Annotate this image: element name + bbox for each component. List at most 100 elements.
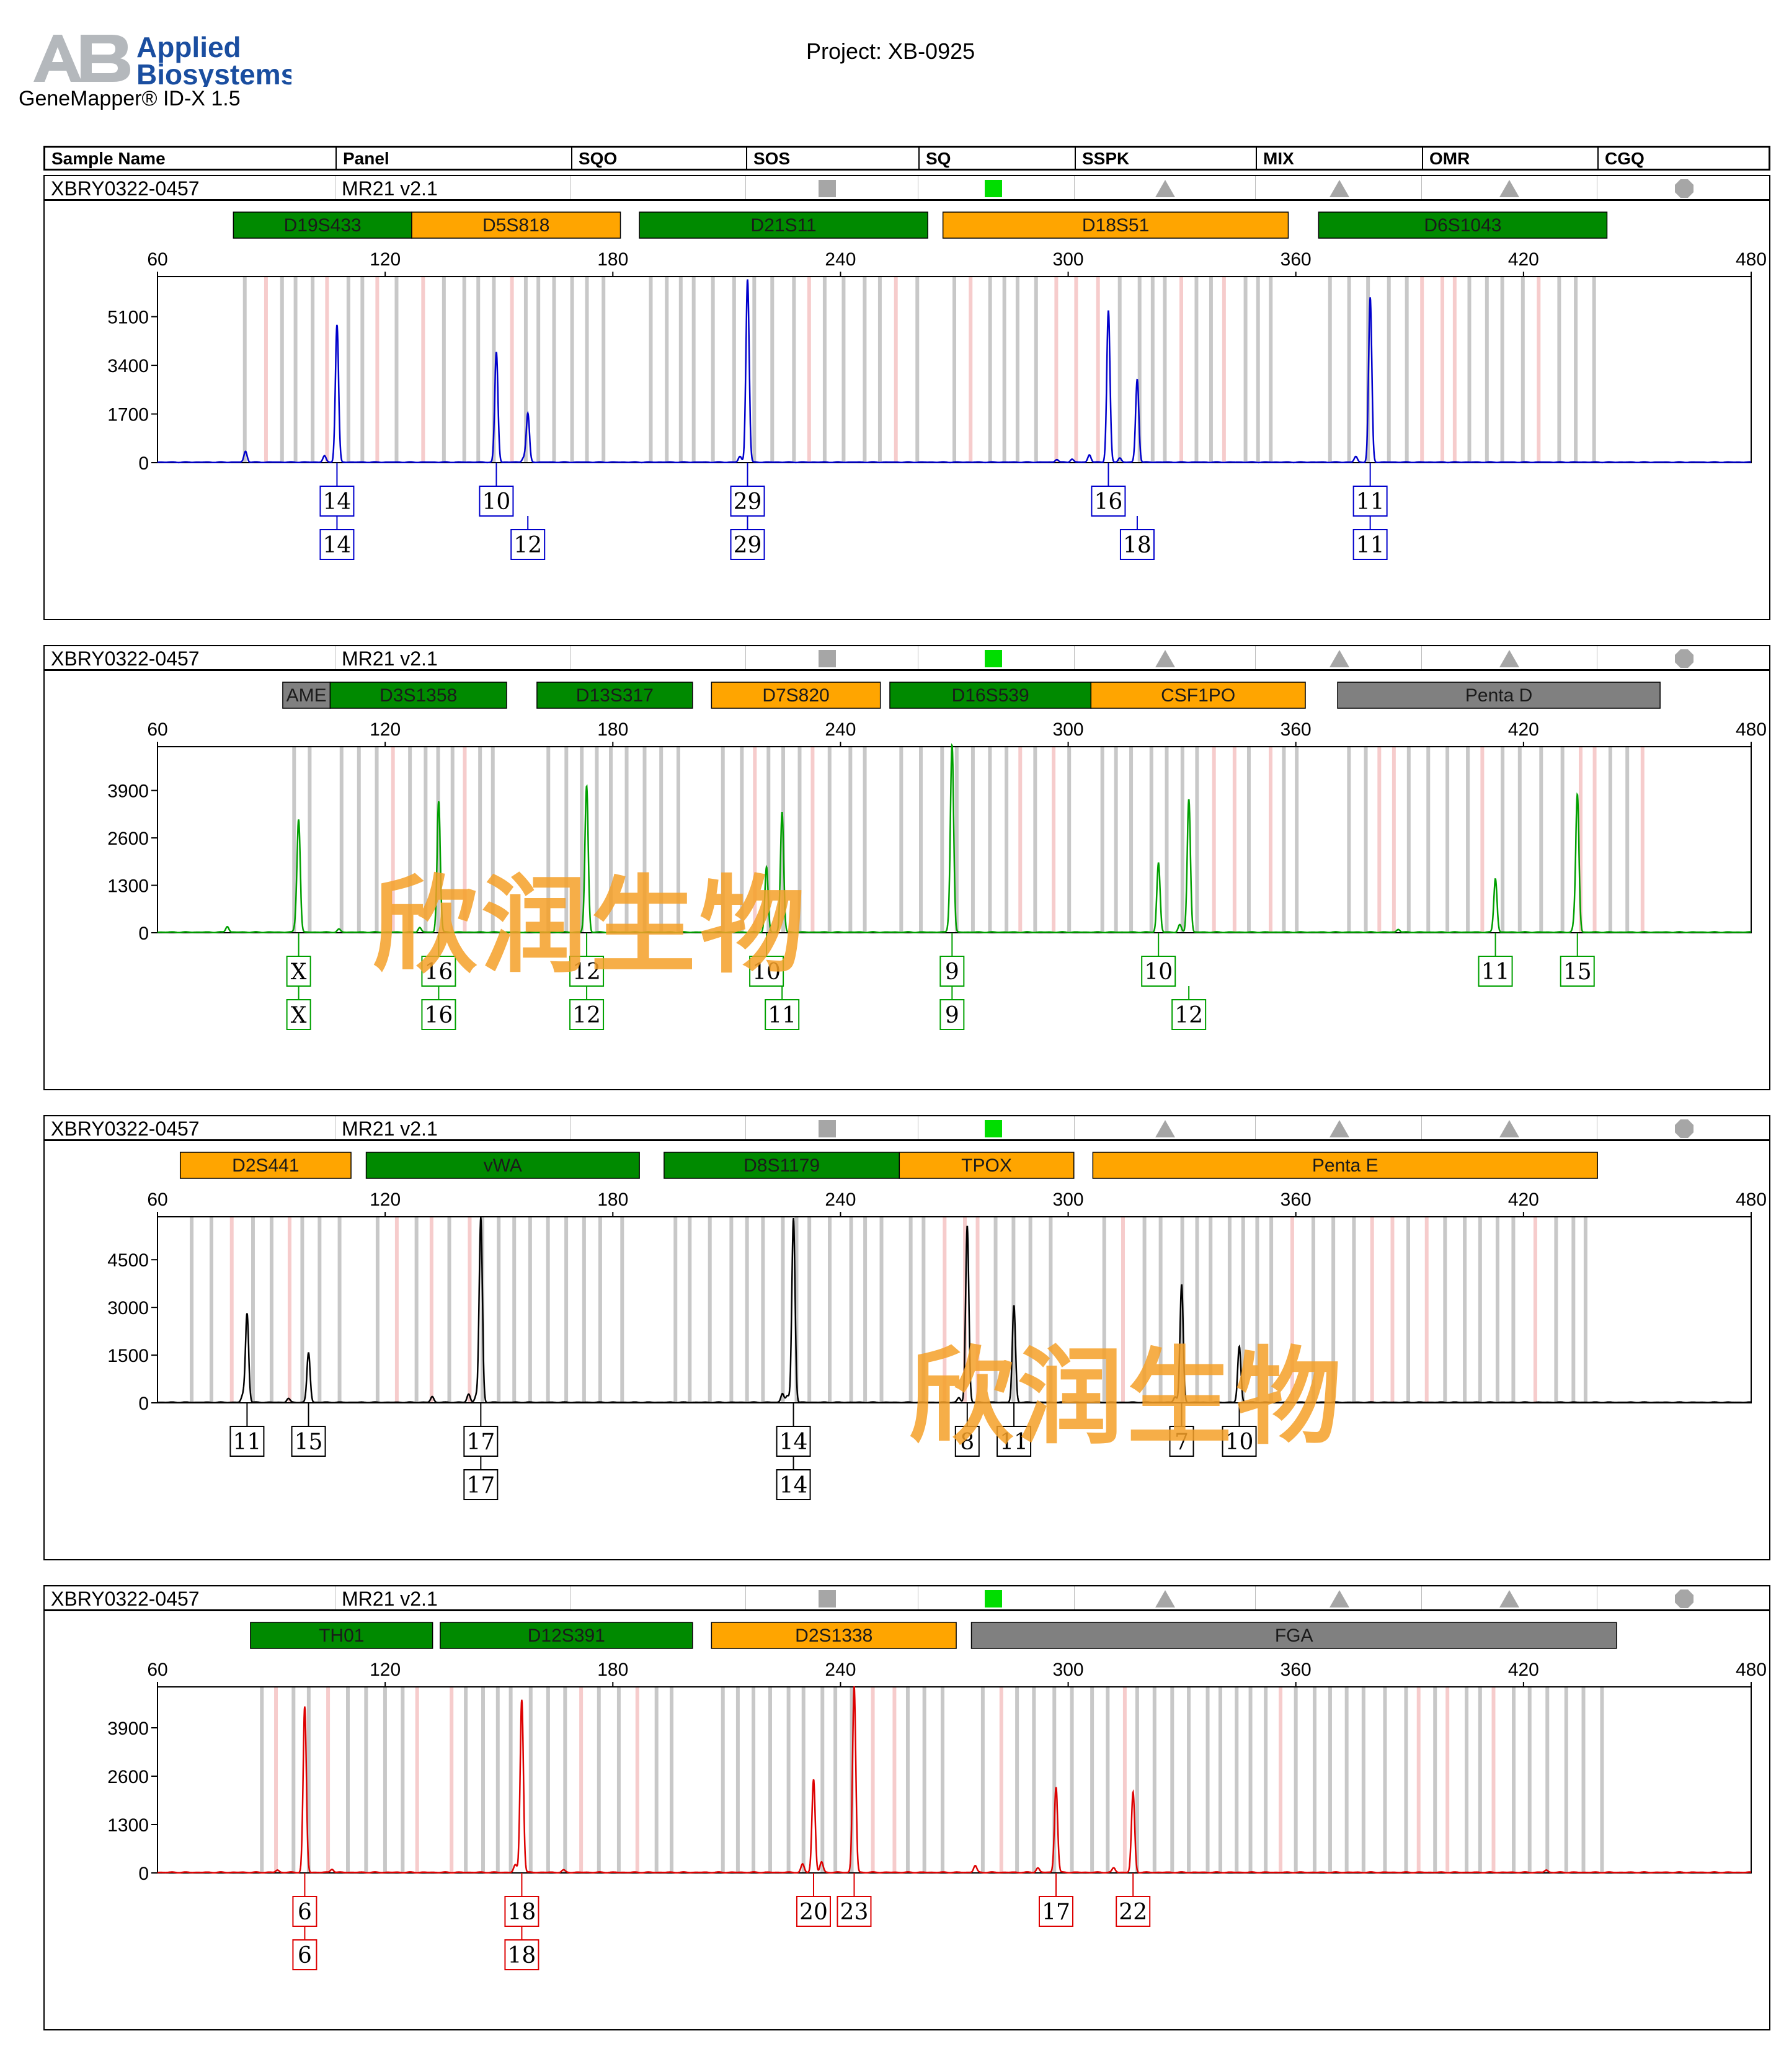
allele-box[interactable] xyxy=(954,1426,980,1457)
allele-box[interactable] xyxy=(479,486,514,517)
allele-box[interactable] xyxy=(749,956,784,987)
marker-bar[interactable] xyxy=(179,1152,352,1179)
allele-box[interactable] xyxy=(765,999,800,1030)
allele-call[interactable]: 10 xyxy=(1141,933,1176,987)
marker-d6s1043[interactable]: D6S1043 xyxy=(1318,211,1608,239)
allele-box[interactable] xyxy=(939,999,965,1030)
allele-call[interactable]: 29 xyxy=(730,463,765,517)
marker-bar[interactable] xyxy=(282,682,331,709)
allele-box[interactable] xyxy=(1478,956,1513,987)
allele-call[interactable]: 15 xyxy=(291,1403,326,1457)
allele-call[interactable]: 12 xyxy=(569,933,605,987)
allele-box[interactable] xyxy=(1119,529,1155,560)
marker-d8s1179[interactable]: D8S1179 xyxy=(664,1152,900,1179)
allele-call[interactable]: 16 xyxy=(1091,463,1126,517)
marker-bar[interactable] xyxy=(639,211,928,239)
marker-bar[interactable] xyxy=(536,682,693,709)
allele-call[interactable]: 6 xyxy=(292,1926,317,1970)
allele-box[interactable] xyxy=(463,1426,499,1457)
allele-box[interactable] xyxy=(504,1896,539,1927)
marker-bar[interactable] xyxy=(1090,682,1306,709)
allele-box[interactable] xyxy=(1038,1896,1073,1927)
allele-box[interactable] xyxy=(286,999,311,1030)
allele-call[interactable]: 12 xyxy=(510,516,546,560)
allele-box[interactable] xyxy=(1141,956,1176,987)
allele-call[interactable]: 11 xyxy=(1478,933,1513,987)
column-mix[interactable]: MIX xyxy=(1256,148,1422,169)
column-sspk[interactable]: SSPK xyxy=(1075,148,1256,169)
allele-box[interactable] xyxy=(1352,529,1388,560)
marker-bar[interactable] xyxy=(1092,1152,1598,1179)
marker-bar[interactable] xyxy=(899,1152,1075,1179)
marker-th01[interactable]: TH01 xyxy=(250,1622,433,1649)
allele-call[interactable]: 7 xyxy=(1169,1403,1194,1457)
sample-row[interactable]: XBRY0322-0457 MR21 v2.1 xyxy=(45,646,1769,671)
allele-call[interactable]: 14 xyxy=(319,516,355,560)
allele-box[interactable] xyxy=(291,1426,326,1457)
allele-call[interactable]: 29 xyxy=(730,516,765,560)
marker-bar[interactable] xyxy=(1318,211,1608,239)
allele-call[interactable]: 11 xyxy=(1352,463,1388,517)
allele-box[interactable] xyxy=(463,1469,499,1500)
allele-call[interactable]: 17 xyxy=(1038,1873,1073,1927)
marker-vwa[interactable]: vWA xyxy=(365,1152,640,1179)
marker-d13s317[interactable]: D13S317 xyxy=(536,682,693,709)
allele-call[interactable]: 10 xyxy=(749,933,784,987)
allele-box[interactable] xyxy=(286,956,311,987)
marker-bar[interactable] xyxy=(970,1622,1617,1649)
allele-call[interactable]: 23 xyxy=(837,1873,872,1927)
allele-call[interactable]: 6 xyxy=(292,1873,317,1927)
allele-box[interactable] xyxy=(1091,486,1126,517)
sample-row[interactable]: XBRY0322-0457 MR21 v2.1 xyxy=(45,1116,1769,1141)
allele-box[interactable] xyxy=(569,999,605,1030)
allele-box[interactable] xyxy=(997,1426,1032,1457)
marker-d19s433[interactable]: D19S433 xyxy=(233,211,412,239)
allele-box[interactable] xyxy=(796,1896,831,1927)
allele-box[interactable] xyxy=(421,999,456,1030)
allele-box[interactable] xyxy=(319,529,355,560)
column-sample-name[interactable]: Sample Name xyxy=(51,149,166,168)
allele-call[interactable]: 20 xyxy=(796,1873,831,1927)
marker-d7s820[interactable]: D7S820 xyxy=(711,682,881,709)
marker-d12s391[interactable]: D12S391 xyxy=(440,1622,693,1649)
allele-box[interactable] xyxy=(1116,1896,1151,1927)
allele-call[interactable]: X xyxy=(286,933,311,987)
allele-call[interactable]: 11 xyxy=(1352,516,1388,560)
allele-box[interactable] xyxy=(1171,999,1207,1030)
allele-box[interactable] xyxy=(776,1469,811,1500)
marker-d5s818[interactable]: D5S818 xyxy=(411,211,621,239)
sample-row[interactable]: XBRY0322-0457 MR21 v2.1 xyxy=(45,176,1769,201)
allele-call[interactable]: 15 xyxy=(1560,933,1595,987)
allele-box[interactable] xyxy=(229,1426,265,1457)
allele-call[interactable]: 14 xyxy=(776,1403,811,1457)
allele-call[interactable]: 11 xyxy=(229,1403,265,1457)
marker-bar[interactable] xyxy=(1337,682,1661,709)
marker-d2s1338[interactable]: D2S1338 xyxy=(711,1622,957,1649)
allele-call[interactable]: 9 xyxy=(939,986,965,1030)
allele-call[interactable]: 16 xyxy=(421,986,456,1030)
column-sos[interactable]: SOS xyxy=(746,148,918,169)
allele-call[interactable]: 14 xyxy=(319,463,355,517)
allele-call[interactable]: 18 xyxy=(504,1926,539,1970)
marker-bar[interactable] xyxy=(711,682,881,709)
allele-box[interactable] xyxy=(1222,1426,1257,1457)
allele-box[interactable] xyxy=(504,1939,539,1970)
marker-bar[interactable] xyxy=(664,1152,900,1179)
allele-box[interactable] xyxy=(837,1896,872,1927)
allele-box[interactable] xyxy=(319,486,355,517)
marker-bar[interactable] xyxy=(889,682,1092,709)
marker-bar[interactable] xyxy=(250,1622,433,1649)
column-omr[interactable]: OMR xyxy=(1422,148,1597,169)
allele-call[interactable]: 18 xyxy=(504,1873,539,1927)
column-cgq[interactable]: CGQ xyxy=(1597,148,1772,169)
marker-tpox[interactable]: TPOX xyxy=(899,1152,1075,1179)
marker-bar[interactable] xyxy=(440,1622,693,1649)
marker-d2s441[interactable]: D2S441 xyxy=(179,1152,352,1179)
column-panel[interactable]: Panel xyxy=(335,148,571,169)
allele-call[interactable]: 11 xyxy=(765,986,800,1030)
sample-row[interactable]: XBRY0322-0457 MR21 v2.1 xyxy=(45,1586,1769,1611)
allele-call[interactable]: 22 xyxy=(1116,1873,1151,1927)
allele-call[interactable]: 18 xyxy=(1119,516,1155,560)
allele-call[interactable]: 17 xyxy=(463,1403,499,1457)
column-sqo[interactable]: SQO xyxy=(571,148,746,169)
